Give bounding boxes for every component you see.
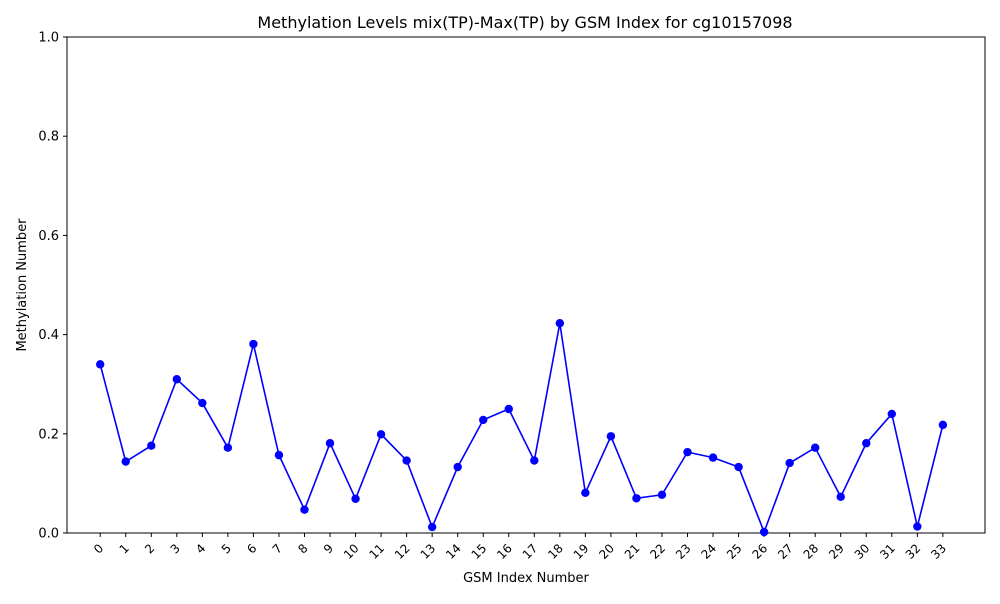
data-point [913, 522, 922, 531]
x-tick-label: 7 [270, 541, 285, 556]
x-tick-label: 27 [775, 541, 796, 562]
data-point [351, 494, 360, 503]
x-tick-label: 18 [545, 541, 566, 562]
data-point [555, 318, 565, 328]
x-tick-label: 11 [367, 541, 388, 562]
data-point [836, 492, 845, 501]
data-point [223, 443, 233, 452]
data-point [632, 494, 641, 503]
x-axis-label: GSM Index Number [463, 571, 589, 586]
x-tick-label: 28 [801, 541, 822, 562]
data-point [504, 404, 513, 414]
data-point [759, 527, 769, 537]
plot-area: 0.00.20.40.60.81.0 0 1 2 3 4 5 6 7 8 9 10 11 12 13 14 1… [38, 31, 986, 562]
x-tick-label: 25 [724, 541, 745, 562]
data-point [683, 447, 692, 457]
y-tick-label: 0.6 [38, 229, 59, 244]
x-tick-label: 3 [168, 541, 183, 556]
x-tick-label: 8 [295, 541, 310, 556]
data-point [325, 439, 335, 448]
data-point [402, 456, 411, 465]
data-point [147, 441, 156, 450]
x-tick-label: 23 [673, 541, 694, 562]
data-point [734, 462, 743, 472]
plot-frame [66, 36, 986, 534]
data-point [198, 398, 207, 408]
y-tick-label: 0.4 [38, 328, 59, 343]
x-tick-label: 30 [852, 541, 873, 562]
x-tick-label: 14 [443, 541, 464, 562]
series-line [99, 323, 944, 535]
x-tick-label: 32 [903, 541, 924, 562]
data-point [708, 453, 718, 462]
data-point [376, 430, 386, 439]
x-tick-label: 10 [341, 541, 362, 562]
data-point [172, 375, 182, 384]
x-tick-label: 31 [877, 541, 898, 562]
x-tick-label: 1 [117, 541, 132, 556]
series-layer [95, 318, 948, 537]
y-tick-label: 0.8 [38, 130, 59, 145]
data-point [479, 415, 488, 425]
x-tick-label: 6 [244, 541, 259, 556]
x-tick-label: 21 [622, 541, 643, 562]
x-tick-label: 12 [392, 541, 413, 562]
x-tick-label: 26 [750, 541, 771, 562]
data-point [887, 409, 896, 419]
data-point [427, 522, 437, 532]
data-point [121, 457, 130, 466]
x-tick-label: 9 [321, 541, 336, 556]
x-tick-label: 17 [520, 541, 541, 562]
x-tick-label: 16 [494, 541, 515, 562]
y-axis: 0.0 0.2 0.4 0.6 0.8 1.0 [38, 31, 67, 542]
x-tick-label: 0 [91, 541, 106, 556]
x-tick-label: 2 [142, 541, 157, 556]
chart-title: Methylation Levels mix(TP)-Max(TP) by GS… [257, 13, 792, 32]
data-point [938, 420, 948, 430]
data-point [249, 339, 258, 349]
y-tick-label: 0.2 [38, 427, 59, 442]
data-point [300, 505, 309, 514]
x-tick-label: 13 [418, 541, 439, 562]
x-tick-label: 20 [596, 541, 617, 562]
data-point [581, 488, 590, 498]
data-point [453, 462, 462, 472]
data-point [274, 450, 284, 460]
data-point [785, 458, 794, 468]
x-tick-label: 5 [219, 541, 234, 556]
x-tick-label: 22 [647, 541, 668, 562]
data-point [657, 490, 667, 500]
x-tick-label: 19 [571, 541, 592, 562]
data-point [530, 456, 539, 465]
data-point [862, 439, 871, 448]
x-tick-label: 29 [826, 541, 847, 562]
x-tick-label: 24 [698, 541, 719, 562]
x-axis: 0 1 2 3 4 5 6 7 8 9 10 11 12 13 14 15 16 17 18 19 20 21 22 23 24… [91, 533, 949, 562]
x-tick-label: 4 [193, 541, 208, 556]
data-point [810, 443, 820, 452]
data-point [95, 360, 105, 369]
y-tick-label: 0.0 [38, 527, 59, 542]
y-tick-label: 1.0 [38, 31, 59, 46]
data-point [606, 432, 616, 441]
y-axis-label: Methylation Number [15, 218, 30, 352]
x-tick-label: 33 [928, 541, 949, 562]
x-tick-label: 15 [469, 541, 490, 562]
